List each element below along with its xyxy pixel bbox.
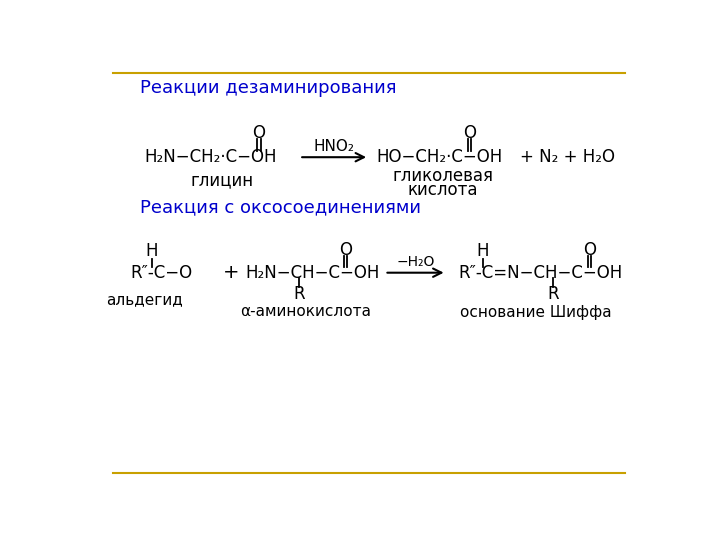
Text: H: H — [477, 242, 489, 260]
Text: R″‐C−O: R″‐C−O — [130, 264, 192, 282]
Text: +: + — [222, 263, 239, 282]
Text: R: R — [294, 285, 305, 303]
Text: глицин: глицин — [190, 171, 253, 190]
Text: R″‐C=N−CH−C−OH: R″‐C=N−CH−C−OH — [458, 264, 622, 282]
Text: −H₂O: −H₂O — [396, 255, 435, 269]
Text: основание Шиффа: основание Шиффа — [460, 305, 611, 320]
Text: HNO₂: HNO₂ — [314, 139, 355, 154]
Text: H₂N−CH−C−OH: H₂N−CH−C−OH — [245, 264, 379, 282]
Text: H: H — [145, 242, 158, 260]
Text: + N₂ + H₂O: + N₂ + H₂O — [520, 148, 615, 166]
Text: R: R — [548, 285, 559, 303]
Text: O: O — [583, 241, 596, 259]
Text: HO−CH₂·C−OH: HO−CH₂·C−OH — [377, 148, 503, 166]
Text: α-аминокислота: α-аминокислота — [240, 303, 371, 319]
Text: Реакции дезаминирования: Реакции дезаминирования — [140, 79, 397, 97]
Text: альдегид: альдегид — [106, 292, 183, 307]
Text: O: O — [339, 241, 352, 259]
Text: кислота: кислота — [408, 180, 478, 199]
Text: O: O — [463, 124, 476, 141]
Text: H₂N−CH₂·C−OH: H₂N−CH₂·C−OH — [144, 148, 276, 166]
Text: O: O — [253, 124, 266, 141]
Text: Реакция с оксосоединениями: Реакция с оксосоединениями — [140, 198, 421, 216]
Text: гликолевая: гликолевая — [392, 167, 493, 185]
